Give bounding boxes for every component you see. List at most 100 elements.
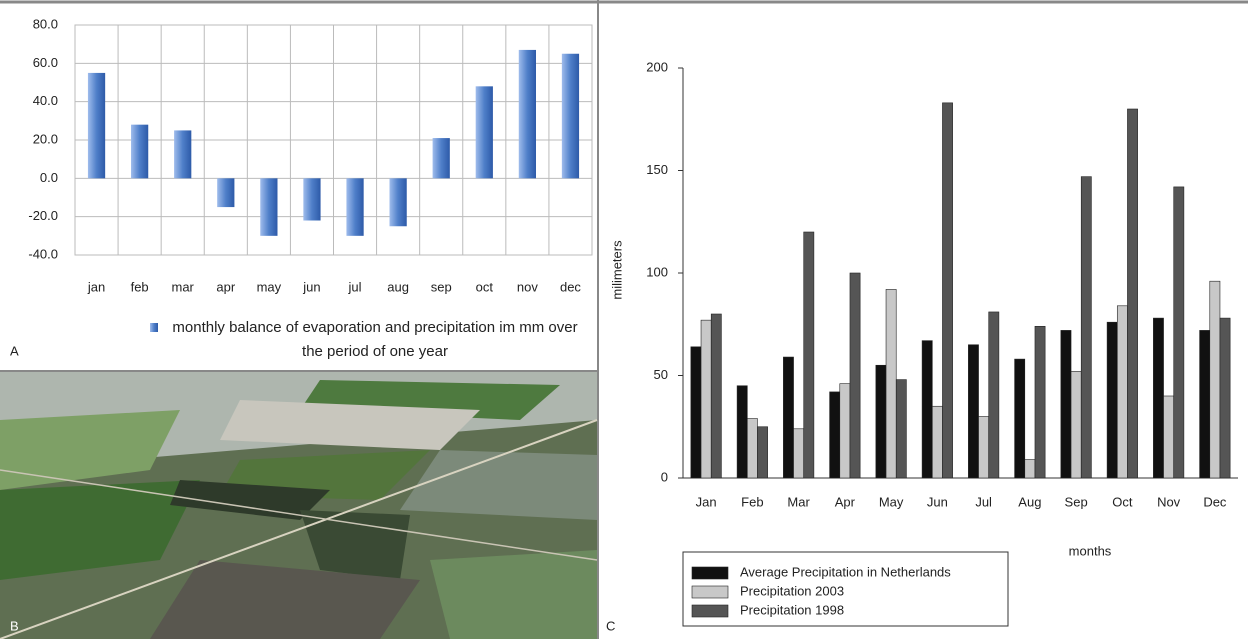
- bar: [932, 406, 942, 478]
- bar: [989, 312, 999, 478]
- x-tick-label: jul: [348, 279, 362, 294]
- bar: [968, 345, 978, 478]
- y-tick-label: 50: [654, 367, 668, 382]
- x-tick-label: Aug: [1018, 494, 1041, 509]
- y-tick-label: 150: [646, 162, 668, 177]
- bar: [747, 419, 757, 478]
- bar: [1025, 460, 1035, 478]
- x-tick-label: apr: [216, 279, 235, 294]
- panel-label: B: [10, 618, 19, 633]
- bar: [783, 357, 793, 478]
- y-tick-label: 100: [646, 264, 668, 279]
- bar: [1107, 322, 1117, 478]
- bar: [476, 86, 493, 178]
- bar: [711, 314, 721, 478]
- bar: [1174, 187, 1184, 478]
- bar: [1164, 396, 1174, 478]
- bar: [1061, 330, 1071, 478]
- bar: [794, 429, 804, 478]
- bar: [1071, 371, 1081, 478]
- bar: [942, 103, 952, 478]
- bar: [1220, 318, 1230, 478]
- y-tick-label: 20.0: [33, 131, 58, 146]
- x-tick-label: sep: [431, 279, 452, 294]
- bar: [346, 178, 363, 236]
- bar: [174, 130, 191, 178]
- bar: [876, 365, 886, 478]
- x-tick-label: nov: [517, 279, 538, 294]
- bar: [830, 392, 840, 478]
- x-tick-label: Nov: [1157, 494, 1181, 509]
- y-tick-label: 0: [661, 469, 668, 484]
- x-tick-label: Oct: [1112, 494, 1133, 509]
- legend-swatch: [150, 323, 158, 332]
- bar: [1153, 318, 1163, 478]
- bar: [1210, 281, 1220, 478]
- bar: [390, 178, 407, 226]
- bar: [804, 232, 814, 478]
- bar: [1127, 109, 1137, 478]
- y-tick-label: 0.0: [40, 170, 58, 185]
- bar: [519, 50, 536, 178]
- bar: [1035, 326, 1045, 478]
- legend-box: [683, 552, 1008, 626]
- panel-label: A: [10, 343, 19, 358]
- bar: [979, 417, 989, 479]
- bar: [850, 273, 860, 478]
- bar: [131, 125, 148, 179]
- x-tick-label: feb: [131, 279, 149, 294]
- bar: [691, 347, 701, 478]
- bar: [303, 178, 320, 220]
- bar: [737, 386, 747, 478]
- x-tick-label: Jan: [696, 494, 717, 509]
- x-tick-label: Feb: [741, 494, 763, 509]
- x-tick-label: Mar: [787, 494, 810, 509]
- y-tick-label: -20.0: [28, 208, 58, 223]
- bar: [260, 178, 277, 236]
- y-tick-label: 200: [646, 59, 668, 74]
- bar: [922, 341, 932, 478]
- bar: [1117, 306, 1127, 478]
- x-tick-label: jun: [302, 279, 320, 294]
- y-tick-label: -40.0: [28, 246, 58, 261]
- x-tick-label: may: [257, 279, 282, 294]
- x-tick-label: aug: [387, 279, 409, 294]
- bar: [1015, 359, 1025, 478]
- y-axis-label: milimeters: [609, 240, 624, 300]
- x-tick-label: oct: [476, 279, 494, 294]
- y-tick-label: 60.0: [33, 55, 58, 70]
- legend-swatch: [692, 586, 728, 598]
- legend-label: Average Precipitation in Netherlands: [740, 564, 951, 579]
- bar: [88, 73, 105, 178]
- bar: [1081, 177, 1091, 478]
- bar: [217, 178, 234, 207]
- bar: [701, 320, 711, 478]
- x-tick-label: Dec: [1203, 494, 1227, 509]
- x-tick-label: Jul: [975, 494, 992, 509]
- bar: [886, 289, 896, 478]
- bar: [1200, 330, 1210, 478]
- x-tick-label: May: [879, 494, 904, 509]
- y-tick-label: 40.0: [33, 93, 58, 108]
- x-tick-label: Jun: [927, 494, 948, 509]
- bar: [896, 380, 906, 478]
- legend-swatch: [692, 605, 728, 617]
- x-tick-label: Apr: [835, 494, 856, 509]
- panel-label: C: [606, 618, 615, 633]
- bar: [840, 384, 850, 478]
- legend-label: Precipitation 1998: [740, 602, 844, 617]
- legend-label: Precipitation 2003: [740, 583, 844, 598]
- photo: [0, 372, 597, 639]
- y-tick-label: 80.0: [33, 16, 58, 31]
- legend-label: monthly balance of evaporation and preci…: [160, 316, 590, 364]
- bar: [433, 138, 450, 178]
- bar: [562, 54, 579, 179]
- x-axis-label: months: [1069, 543, 1112, 558]
- legend-swatch: [692, 567, 728, 579]
- x-tick-label: Sep: [1065, 494, 1088, 509]
- figure: A B C -40.0 -20.0 0.0 20.0 40.0 60.0 80.0 jan fe…: [0, 0, 1248, 639]
- x-tick-label: jan: [87, 279, 105, 294]
- x-tick-label: mar: [172, 279, 195, 294]
- bar: [757, 427, 767, 478]
- x-tick-label: dec: [560, 279, 581, 294]
